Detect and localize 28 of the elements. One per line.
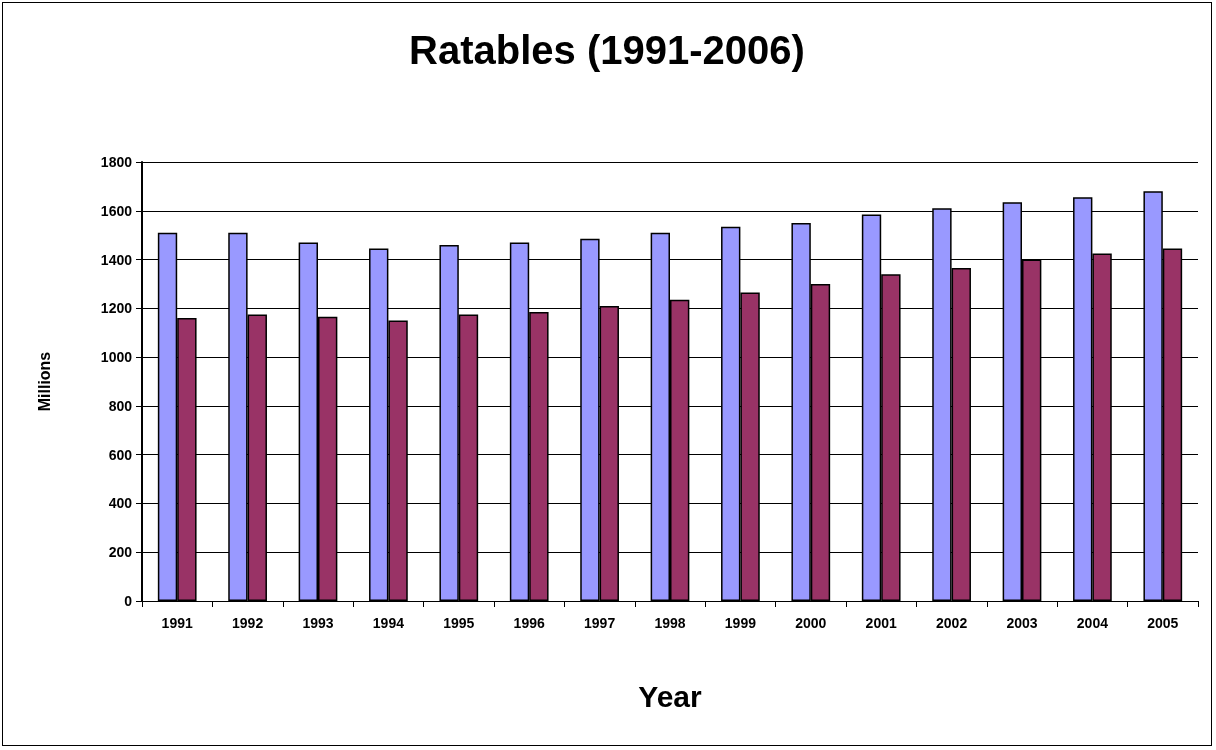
y-tick-label: 1800 xyxy=(100,154,133,170)
y-tick-label: 1600 xyxy=(100,202,133,219)
x-tick-label: 2005 xyxy=(1147,615,1179,631)
x-tick-label: 1998 xyxy=(654,615,686,631)
x-tick-label: 1992 xyxy=(232,615,264,631)
x-tick-label: 2004 xyxy=(1076,615,1109,631)
y-tick-label: 200 xyxy=(108,544,133,561)
x-tick-label: 1993 xyxy=(302,615,334,631)
y-tick-label: 400 xyxy=(108,495,133,512)
chart-title: Ratables (1991-2006) xyxy=(409,28,805,72)
x-axis-title: Year xyxy=(638,679,703,713)
x-tick-label: 2000 xyxy=(795,615,827,631)
x-tick-label: 1995 xyxy=(443,615,475,631)
y-axis-title: Millions xyxy=(35,351,53,412)
x-tick-label: 1991 xyxy=(161,615,193,631)
x-tick-label: 1996 xyxy=(513,615,545,631)
y-tick-label: 600 xyxy=(108,446,133,463)
x-tick-label: 1994 xyxy=(372,615,405,631)
y-tick-label: 800 xyxy=(108,397,133,414)
x-tick-label: 1997 xyxy=(584,615,616,631)
x-tick-label: 2002 xyxy=(936,615,968,631)
y-tick-label: 1200 xyxy=(100,300,133,317)
y-tick-label: 0 xyxy=(124,593,133,609)
y-tick-label: 1400 xyxy=(100,251,133,268)
y-tick-label: 1000 xyxy=(100,349,133,366)
x-tick-label: 2001 xyxy=(865,615,897,631)
x-tick-label: 2003 xyxy=(1006,615,1038,631)
x-tick-label: 1999 xyxy=(724,615,757,631)
